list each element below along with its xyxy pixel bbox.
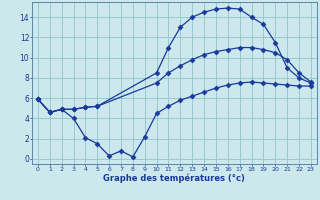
X-axis label: Graphe des températures (°c): Graphe des températures (°c) [103,174,245,183]
